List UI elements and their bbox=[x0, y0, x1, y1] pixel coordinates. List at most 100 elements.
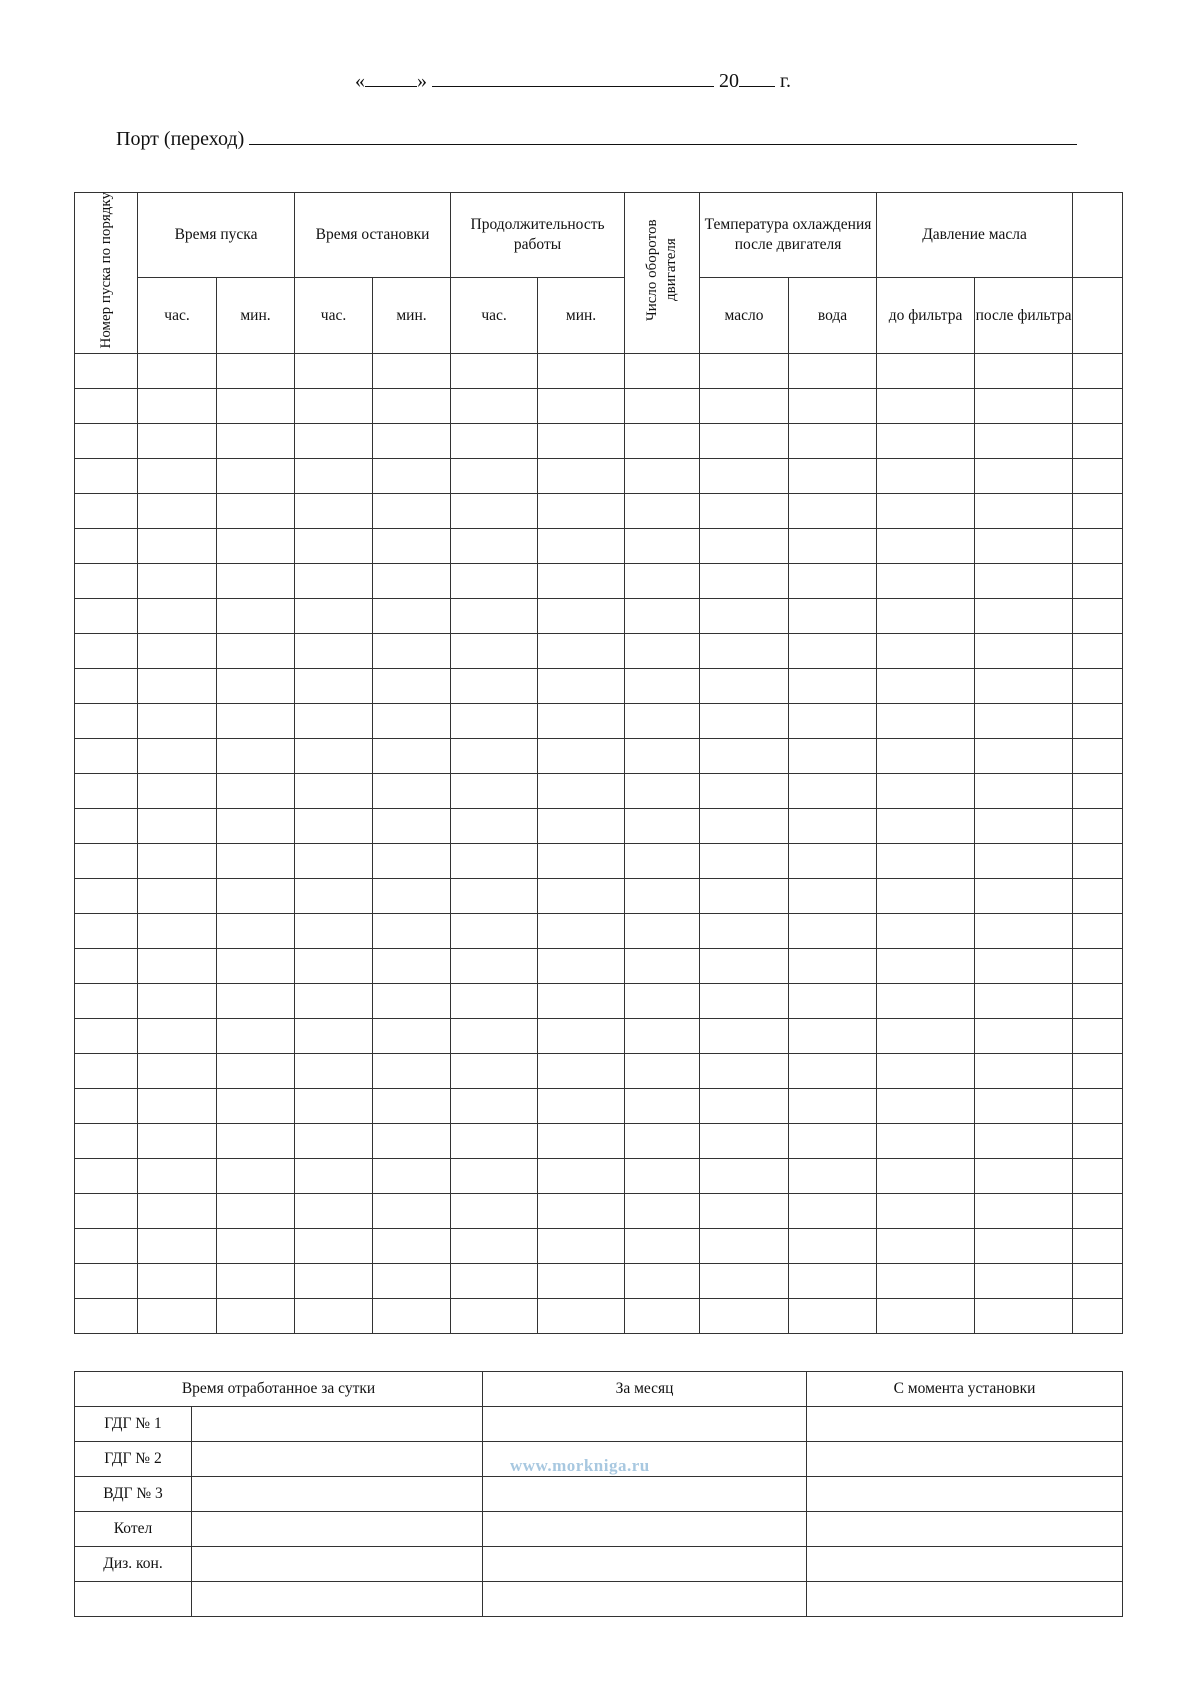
entry-cell[interactable] bbox=[137, 1158, 217, 1194]
entry-cell[interactable] bbox=[450, 808, 539, 844]
entry-cell[interactable] bbox=[450, 598, 539, 634]
entry-cell[interactable] bbox=[699, 1263, 790, 1299]
entry-cell[interactable] bbox=[624, 1158, 701, 1194]
entry-cell[interactable] bbox=[215, 1193, 296, 1229]
entry-cell[interactable] bbox=[137, 1193, 217, 1229]
entry-cell[interactable] bbox=[788, 1018, 878, 1054]
entry-cell[interactable] bbox=[624, 1018, 701, 1054]
entry-cell[interactable] bbox=[537, 703, 626, 739]
entry-cell[interactable] bbox=[699, 1053, 790, 1089]
entry-cell[interactable] bbox=[215, 878, 296, 914]
day-field[interactable] bbox=[365, 68, 417, 87]
entry-cell[interactable] bbox=[974, 983, 1074, 1019]
entry-cell[interactable] bbox=[74, 1018, 138, 1054]
entry-cell[interactable] bbox=[537, 738, 626, 774]
entry-cell[interactable] bbox=[788, 913, 878, 949]
entry-cell[interactable] bbox=[974, 1088, 1074, 1124]
entry-cell[interactable] bbox=[1072, 633, 1124, 669]
entry-cell[interactable] bbox=[450, 703, 539, 739]
entry-cell[interactable] bbox=[450, 388, 539, 424]
entry-cell[interactable] bbox=[294, 948, 374, 984]
entry-cell[interactable] bbox=[974, 703, 1074, 739]
entry-cell[interactable] bbox=[876, 1123, 976, 1159]
entry-cell[interactable] bbox=[450, 633, 539, 669]
entry-cell[interactable] bbox=[372, 948, 452, 984]
entry-cell[interactable] bbox=[137, 808, 217, 844]
entry-cell[interactable] bbox=[876, 353, 976, 389]
entry-cell[interactable] bbox=[372, 738, 452, 774]
entry-cell[interactable] bbox=[294, 913, 374, 949]
entry-cell[interactable] bbox=[699, 808, 790, 844]
port-field[interactable] bbox=[249, 126, 1078, 145]
entry-cell[interactable] bbox=[788, 703, 878, 739]
entry-cell[interactable] bbox=[624, 913, 701, 949]
entry-cell[interactable] bbox=[537, 563, 626, 599]
entry-cell[interactable] bbox=[699, 1298, 790, 1334]
entry-cell[interactable] bbox=[1072, 1193, 1124, 1229]
entry-cell[interactable] bbox=[1072, 808, 1124, 844]
summary-entry-cell[interactable] bbox=[806, 1546, 1124, 1582]
entry-cell[interactable] bbox=[699, 1088, 790, 1124]
entry-cell[interactable] bbox=[450, 563, 539, 599]
entry-cell[interactable] bbox=[215, 1053, 296, 1089]
entry-cell[interactable] bbox=[294, 1158, 374, 1194]
entry-cell[interactable] bbox=[215, 493, 296, 529]
entry-cell[interactable] bbox=[74, 423, 138, 459]
entry-cell[interactable] bbox=[372, 563, 452, 599]
entry-cell[interactable] bbox=[74, 563, 138, 599]
entry-cell[interactable] bbox=[450, 738, 539, 774]
entry-cell[interactable] bbox=[788, 983, 878, 1019]
entry-cell[interactable] bbox=[74, 1228, 138, 1264]
entry-cell[interactable] bbox=[74, 878, 138, 914]
entry-cell[interactable] bbox=[699, 1193, 790, 1229]
entry-cell[interactable] bbox=[876, 1053, 976, 1089]
entry-cell[interactable] bbox=[624, 1228, 701, 1264]
entry-cell[interactable] bbox=[699, 738, 790, 774]
entry-cell[interactable] bbox=[215, 1158, 296, 1194]
entry-cell[interactable] bbox=[137, 423, 217, 459]
entry-cell[interactable] bbox=[450, 353, 539, 389]
entry-cell[interactable] bbox=[372, 1123, 452, 1159]
entry-cell[interactable] bbox=[215, 563, 296, 599]
entry-cell[interactable] bbox=[450, 773, 539, 809]
entry-cell[interactable] bbox=[74, 703, 138, 739]
entry-cell[interactable] bbox=[137, 388, 217, 424]
summary-entry-cell[interactable] bbox=[482, 1581, 808, 1617]
summary-entry-cell[interactable] bbox=[482, 1406, 808, 1442]
entry-cell[interactable] bbox=[876, 773, 976, 809]
entry-cell[interactable] bbox=[137, 773, 217, 809]
entry-cell[interactable] bbox=[699, 913, 790, 949]
entry-cell[interactable] bbox=[974, 878, 1074, 914]
entry-cell[interactable] bbox=[876, 1193, 976, 1229]
entry-cell[interactable] bbox=[974, 353, 1074, 389]
entry-cell[interactable] bbox=[974, 808, 1074, 844]
entry-cell[interactable] bbox=[450, 878, 539, 914]
entry-cell[interactable] bbox=[624, 703, 701, 739]
entry-cell[interactable] bbox=[974, 948, 1074, 984]
entry-cell[interactable] bbox=[699, 633, 790, 669]
entry-cell[interactable] bbox=[876, 598, 976, 634]
entry-cell[interactable] bbox=[372, 528, 452, 564]
entry-cell[interactable] bbox=[137, 598, 217, 634]
entry-cell[interactable] bbox=[974, 1298, 1074, 1334]
entry-cell[interactable] bbox=[699, 773, 790, 809]
entry-cell[interactable] bbox=[1072, 948, 1124, 984]
entry-cell[interactable] bbox=[215, 1088, 296, 1124]
entry-cell[interactable] bbox=[74, 1263, 138, 1299]
entry-cell[interactable] bbox=[450, 668, 539, 704]
entry-cell[interactable] bbox=[137, 1053, 217, 1089]
entry-cell[interactable] bbox=[876, 1158, 976, 1194]
entry-cell[interactable] bbox=[788, 1088, 878, 1124]
entry-cell[interactable] bbox=[137, 668, 217, 704]
entry-cell[interactable] bbox=[974, 668, 1074, 704]
entry-cell[interactable] bbox=[215, 773, 296, 809]
entry-cell[interactable] bbox=[876, 633, 976, 669]
entry-cell[interactable] bbox=[699, 1228, 790, 1264]
entry-cell[interactable] bbox=[788, 668, 878, 704]
entry-cell[interactable] bbox=[74, 1298, 138, 1334]
summary-entry-cell[interactable] bbox=[190, 1476, 484, 1512]
entry-cell[interactable] bbox=[537, 633, 626, 669]
entry-cell[interactable] bbox=[137, 353, 217, 389]
entry-cell[interactable] bbox=[450, 1018, 539, 1054]
entry-cell[interactable] bbox=[537, 458, 626, 494]
